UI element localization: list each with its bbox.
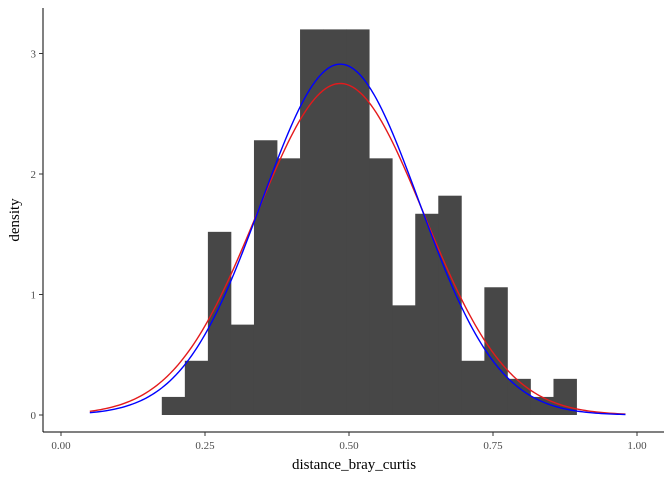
histogram-bar-12 [438,195,462,415]
histogram-bar-0 [161,396,186,415]
x-tick-label-2: 0.50 [339,440,359,452]
x-tick-label-3: 0.75 [483,440,503,452]
density-curve-0 [89,82,626,415]
histogram-bar-15 [507,378,531,415]
y-tick-label-3: 3 [31,49,37,61]
histogram-bar-17 [553,378,577,415]
y-tick-label-0: 0 [31,410,37,422]
histogram-bars [161,29,577,416]
histogram-bar-2 [207,231,232,415]
histogram-bar-5 [277,158,301,415]
histogram-bar-1 [184,360,209,415]
histogram-bar-13 [461,360,485,415]
y-axis-ticks: 0 1 2 3 [31,49,43,422]
y-tick-label-1: 1 [31,290,37,302]
x-axis-ticks: 0.00 0.25 0.50 0.75 1.00 [51,432,647,452]
density-curve-1 [89,63,626,416]
x-tick-label-4: 1.00 [627,440,647,452]
y-tick-label-2: 2 [31,169,37,181]
histogram-bar-7 [323,29,347,416]
histogram-bar-9 [369,158,393,415]
y-axis-title: density [7,198,23,242]
density-curves [89,63,626,416]
x-tick-label-1: 0.25 [195,440,215,452]
histogram-bar-8 [346,29,370,416]
histogram-bar-4 [253,140,278,415]
histogram-bar-16 [530,396,554,415]
histogram-bar-14 [484,287,508,415]
histogram-bar-6 [300,29,324,416]
x-axis-title: distance_bray_curtis [292,457,416,473]
histogram-bar-10 [392,305,416,415]
histogram-bar-3 [230,324,255,415]
x-tick-label-0: 0.00 [51,440,71,452]
histogram-bar-11 [415,213,439,415]
